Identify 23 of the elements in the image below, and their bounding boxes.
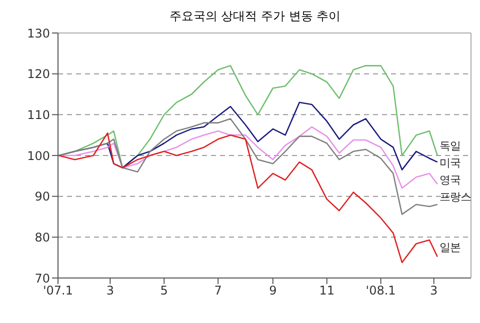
x-tick-label: 9 [269,284,277,298]
x-tick-label: 3 [106,284,114,298]
chart-title: 주요국의 상대적 주가 변동 추이 [168,8,342,24]
y-tick-label: 80 [34,230,50,244]
y-tick-label: 90 [34,190,50,204]
series-label: 독일 [439,140,460,152]
y-tick-label: 130 [27,26,50,40]
series-label: 미국 [439,156,461,170]
series-label: 프랑스 [439,190,472,204]
y-tick-label: 100 [27,148,50,163]
x-tick-label: 7 [214,284,222,298]
line-series [58,132,438,264]
x-tick-label: 3 [430,284,438,298]
y-tick-label: 110 [27,108,50,122]
x-tick-label: 5 [160,284,168,298]
x-tick-label: '08.1 [366,284,396,298]
series-label: 영국 [439,173,461,186]
series-label: 일본 [439,240,461,254]
line-series [58,118,438,215]
y-tick-label: 70 [34,271,50,286]
y-tick-label: 120 [27,67,50,82]
x-tick-label: 11 [319,284,334,298]
x-tick-label: '07.1 [42,284,74,298]
